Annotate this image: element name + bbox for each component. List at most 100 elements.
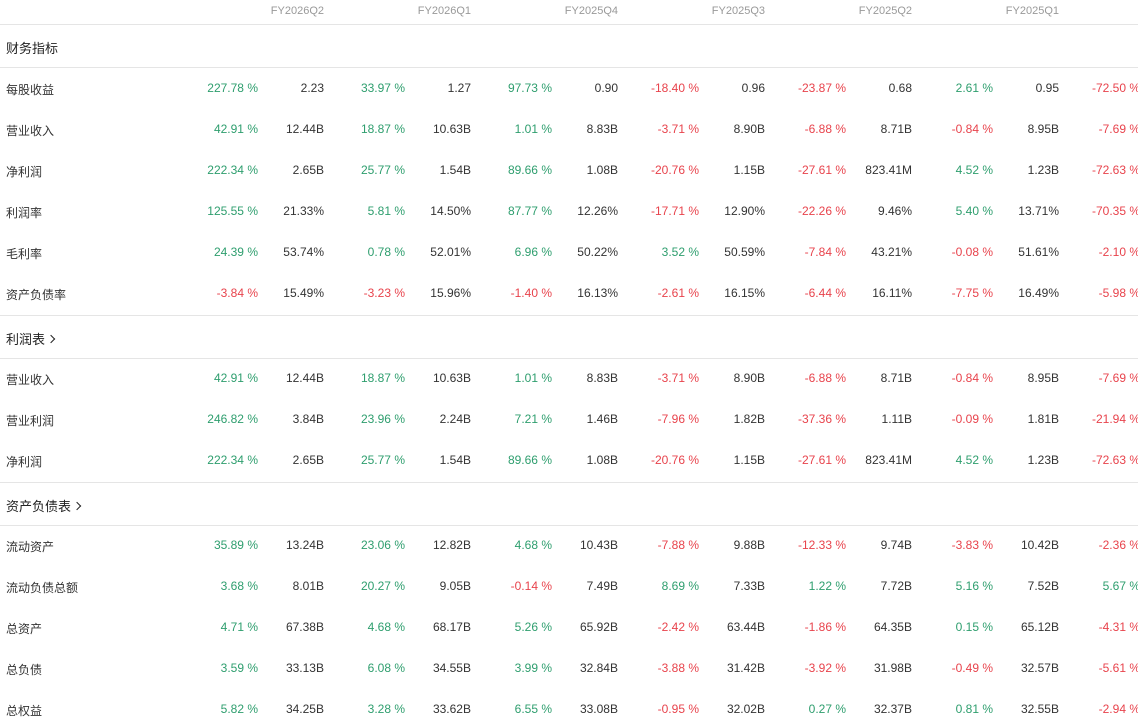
section-title[interactable]: 利润表 [6,329,56,348]
change-percent-cell: -0.09 % [951,412,993,426]
table-row: 净利润 222.34 % 2.65B 25.77 % 1.54B 89.66 % 1.08B… [0,440,1138,481]
value-cell: 10.63B [432,371,471,385]
value-cell: 12.26% [577,204,618,218]
chevron-right-icon[interactable] [72,501,82,511]
value-cell: 1.54B [439,453,471,467]
value-cell: 32.37B [873,702,912,716]
value-cell: 13.24B [285,538,324,552]
value-cell: 34.25B [285,702,324,716]
change-percent-cell: 0.15 % [955,620,993,634]
value-cell: 8.83B [586,371,618,385]
value-cell: 21.33% [283,204,324,218]
change-percent-cell: -27.61 % [797,163,846,177]
change-percent-cell: -6.88 % [804,122,846,136]
chevron-right-icon[interactable] [46,334,56,344]
change-percent-cell: 227.78 % [207,81,258,95]
change-percent-cell: -72.63 % [1091,453,1138,467]
change-percent-cell: -7.96 % [657,412,699,426]
value-cell: 65.12B [1020,620,1059,634]
change-percent-cell: 6.96 % [514,245,552,259]
change-percent-cell: -0.95 % [657,702,699,716]
period-header: FY2025Q4 [564,5,618,17]
value-cell: 8.90B [733,122,765,136]
value-cell: 10.43B [579,538,618,552]
change-percent-cell: 18.87 % [360,122,405,136]
change-percent-cell: -23.87 % [797,81,846,95]
change-percent-cell: -2.42 % [657,620,699,634]
change-percent-cell: -7.69 % [1098,371,1138,385]
period-header-row: FY2026Q2 FY2026Q1 FY2025Q4 FY2025Q3 FY2025Q2… [0,0,1138,25]
value-cell: 8.95B [1027,122,1059,136]
change-percent-cell: -0.84 % [951,122,993,136]
value-cell: 9.88B [733,538,765,552]
value-cell: 16.11% [872,286,912,300]
table-row: 营业收入 42.91 % 12.44B 18.87 % 10.63B 1.01 % 8.83… [0,358,1138,399]
value-cell: 2.65B [292,453,324,467]
change-percent-cell: -12.33 % [797,538,846,552]
value-cell: 63.44B [726,620,765,634]
change-percent-cell: -20.76 % [650,163,699,177]
change-percent-cell: -6.44 % [804,286,846,300]
change-percent-cell: 42.91 % [213,122,258,136]
value-cell: 15.49% [283,286,324,300]
change-percent-cell: 0.27 % [808,702,846,716]
change-percent-cell: -21.94 % [1091,412,1138,426]
change-percent-cell: 0.78 % [367,245,405,259]
change-percent-cell: -22.26 % [797,204,846,218]
section-header: 财务指标 [0,25,1138,68]
value-cell: 31.42B [726,661,765,675]
change-percent-cell: -3.71 % [657,122,699,136]
change-percent-cell: 20.27 % [360,579,405,593]
change-percent-cell: 3.59 % [220,661,258,675]
change-percent-cell: 4.52 % [955,453,993,467]
table-row: 总负债 3.59 % 33.13B 6.08 % 34.55B 3.99 % 32.84B -… [0,648,1138,689]
change-percent-cell: 4.68 % [367,620,405,634]
value-cell: 9.05B [439,579,471,593]
change-percent-cell: -4.31 % [1098,620,1138,634]
change-percent-cell: 4.71 % [220,620,258,634]
row-label: 营业收入 [6,373,55,387]
change-percent-cell: 5.81 % [367,204,405,218]
change-percent-cell: -0.14 % [510,579,552,593]
row-label: 总权益 [6,704,43,718]
section-title[interactable]: 资产负债表 [6,496,82,515]
value-cell: 33.08B [579,702,618,716]
row-label: 资产负债率 [6,288,67,302]
value-cell: 1.81B [1027,412,1059,426]
value-cell: 15.96% [430,286,471,300]
change-percent-cell: 25.77 % [360,453,405,467]
value-cell: 8.83B [586,122,618,136]
table-row: 毛利率 24.39 % 53.74% 0.78 % 52.01% 6.96 % 50.22%… [0,232,1138,273]
period-header: FY2025Q3 [711,5,765,17]
value-cell: 43.21% [871,245,912,259]
change-percent-cell: -72.50 % [1091,81,1138,95]
table-row: 总资产 4.71 % 67.38B 4.68 % 68.17B 5.26 % 65.92B -… [0,607,1138,648]
section-header[interactable]: 利润表 [0,315,1138,359]
change-percent-cell: -1.86 % [804,620,846,634]
period-header: FY2025Q2 [858,5,912,17]
change-percent-cell: 6.55 % [514,702,552,716]
change-percent-cell: -3.71 % [657,371,699,385]
change-percent-cell: -0.84 % [951,371,993,385]
row-label: 毛利率 [6,247,43,261]
value-cell: 7.52B [1027,579,1059,593]
change-percent-cell: 125.55 % [207,204,258,218]
value-cell: 9.46% [877,204,912,218]
section-title-text: 利润表 [6,332,46,347]
value-cell: 32.02B [726,702,765,716]
change-percent-cell: -2.61 % [657,286,699,300]
value-cell: 10.42B [1020,538,1059,552]
value-cell: 31.98B [873,661,912,675]
change-percent-cell: 24.39 % [213,245,258,259]
value-cell: 12.90% [724,204,765,218]
change-percent-cell: 5.82 % [220,702,258,716]
section-header[interactable]: 资产负债表 [0,482,1138,526]
value-cell: 1.27 [447,81,471,95]
value-cell: 1.23B [1027,453,1059,467]
value-cell: 1.11B [881,412,912,426]
change-percent-cell: 23.96 % [360,412,405,426]
value-cell: 1.54B [439,163,471,177]
value-cell: 65.92B [579,620,618,634]
change-percent-cell: -6.88 % [804,371,846,385]
